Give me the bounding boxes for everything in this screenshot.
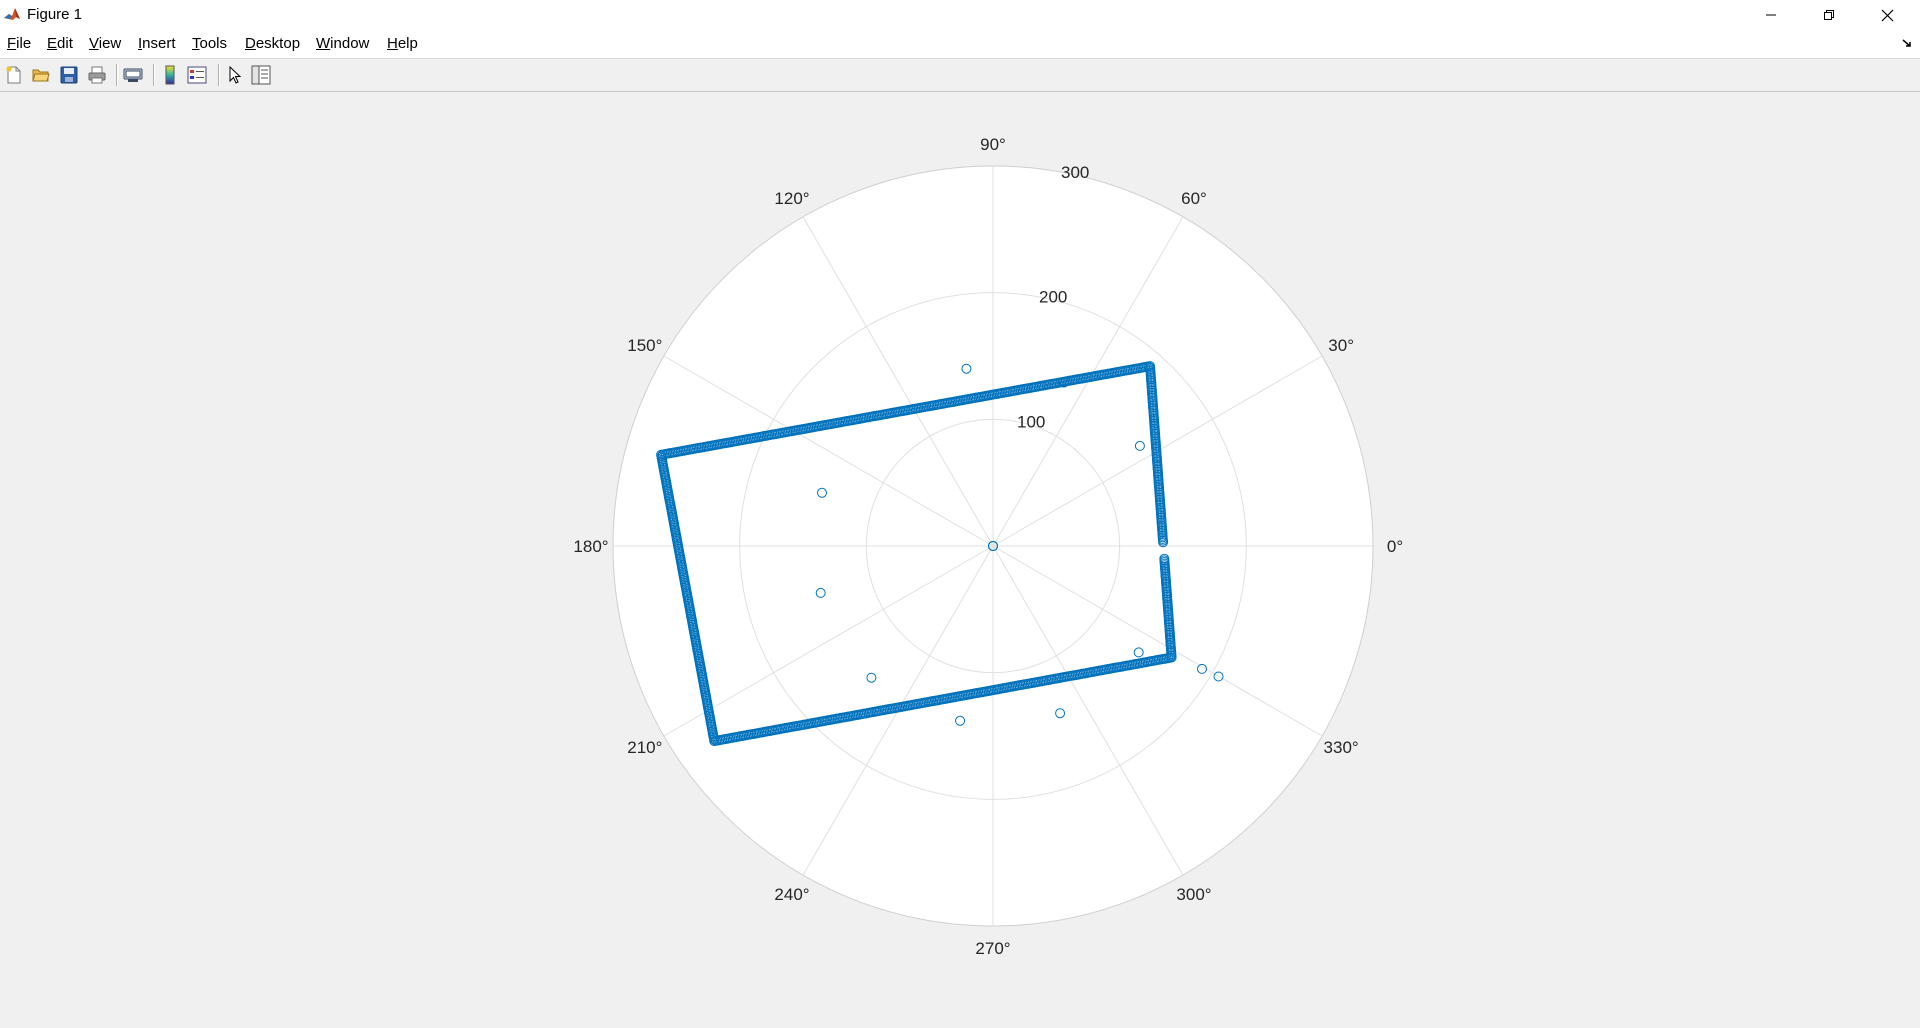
scatter-series xyxy=(656,361,1224,747)
legend-button[interactable] xyxy=(185,63,209,87)
polar-grid xyxy=(613,166,1373,926)
close-icon xyxy=(1881,9,1893,21)
theta-grid-line xyxy=(802,216,994,547)
title-bar[interactable]: Figure 1 xyxy=(0,0,1920,30)
theta-grid-line xyxy=(663,545,994,737)
dock-arrow-icon[interactable] xyxy=(1900,36,1914,50)
print-button[interactable] xyxy=(85,63,109,87)
data-point-outlier xyxy=(1213,671,1224,682)
save-icon xyxy=(60,66,78,84)
data-point-outlier xyxy=(1134,440,1145,451)
save-button[interactable] xyxy=(57,63,81,87)
data-point-origin xyxy=(988,541,998,551)
menu-help[interactable]: Help xyxy=(387,35,418,52)
menu-tools[interactable]: Tools xyxy=(192,35,228,52)
colorbar-icon xyxy=(165,65,175,85)
theta-tick-label: 240° xyxy=(774,885,809,904)
data-point-outlier xyxy=(955,715,966,726)
toolbar-separator xyxy=(116,64,118,86)
data-point-outlier xyxy=(961,363,972,374)
data-point xyxy=(1143,361,1154,372)
theta-tick-label: 330° xyxy=(1324,738,1359,757)
minimize-button[interactable] xyxy=(1742,0,1800,30)
menu-edit[interactable]: Edit xyxy=(47,35,73,52)
toolbar-separator xyxy=(153,64,155,86)
theta-tick-label: 90° xyxy=(980,135,1006,154)
theta-tick-label: 180° xyxy=(573,537,608,556)
restore-icon xyxy=(1824,10,1834,20)
theta-tick-label: 270° xyxy=(975,939,1010,958)
menu-desktop[interactable]: Desktop xyxy=(245,35,301,52)
new-figure-icon xyxy=(6,66,21,84)
legend-icon xyxy=(187,66,207,84)
data-point-outlier xyxy=(817,487,827,498)
figure-toolbar xyxy=(0,59,1920,92)
data-point-outlier xyxy=(1197,663,1207,674)
close-button[interactable] xyxy=(1858,0,1916,30)
print-icon xyxy=(88,66,106,84)
theta-tick-label: 300° xyxy=(1176,885,1211,904)
restore-button[interactable] xyxy=(1800,0,1858,30)
property-inspector-button[interactable] xyxy=(249,63,273,87)
open-file-button[interactable] xyxy=(29,63,53,87)
data-point-outlier xyxy=(1055,708,1066,719)
window-title: Figure 1 xyxy=(27,6,83,23)
data-point-outlier xyxy=(1058,377,1069,388)
theta-tick-label: 0° xyxy=(1387,537,1403,556)
colorbar-button[interactable] xyxy=(158,63,182,87)
link-plot-button[interactable] xyxy=(121,63,145,87)
polar-axes[interactable]: 0° 30° 60° 90° 120° 150° 180° 210° 240° 270° 300° 3… xyxy=(0,92,1920,1028)
open-file-icon xyxy=(32,69,50,82)
theta-grid-line xyxy=(992,545,1184,876)
theta-tick-label: 150° xyxy=(627,336,662,355)
data-point-outlier xyxy=(815,587,826,598)
theta-tick-label: 30° xyxy=(1328,336,1354,355)
minimize-icon xyxy=(1766,14,1776,16)
r-tick-label: 200 xyxy=(1039,288,1067,307)
menu-view[interactable]: View xyxy=(89,35,122,52)
link-plot-icon xyxy=(123,68,143,82)
r-tick-label: 300 xyxy=(1061,163,1089,182)
property-inspector-icon xyxy=(251,65,271,85)
toolbar-separator xyxy=(218,64,220,86)
theta-tick-label: 120° xyxy=(774,189,809,208)
data-point-outlier xyxy=(1133,647,1144,658)
figure-canvas[interactable]: 0° 30° 60° 90° 120° 150° 180° 210° 240° 270° 300° 3… xyxy=(0,92,1920,1028)
theta-grid-line xyxy=(663,355,994,547)
r-tick-label: 100 xyxy=(1017,412,1045,431)
data-point-outlier xyxy=(866,672,877,683)
menu-insert[interactable]: Insert xyxy=(138,35,176,52)
theta-grid-line xyxy=(992,545,1323,737)
polar-tick-labels: 0° 30° 60° 90° 120° 150° 180° 210° 240° 270° 300° 3… xyxy=(573,135,1403,958)
theta-tick-label: 60° xyxy=(1181,189,1207,208)
menu-file[interactable]: File xyxy=(7,35,32,52)
data-point xyxy=(1158,537,1169,548)
edit-plot-arrow-icon xyxy=(229,66,242,84)
new-figure-button[interactable] xyxy=(2,63,26,87)
matlab-icon xyxy=(3,5,21,23)
menu-bar: File Edit View Insert Tools Desktop Wind… xyxy=(0,30,1920,59)
theta-tick-label: 210° xyxy=(627,738,662,757)
edit-plot-button[interactable] xyxy=(223,63,247,87)
menu-window[interactable]: Window xyxy=(316,35,370,52)
